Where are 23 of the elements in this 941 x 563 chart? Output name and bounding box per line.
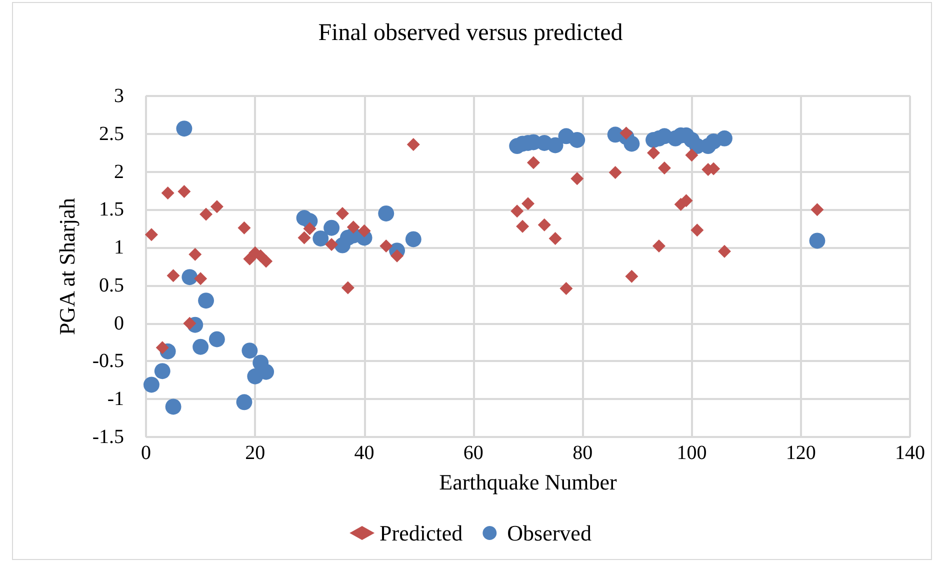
x-tick-label: 120 <box>786 442 816 464</box>
y-tick-label: -0.5 <box>92 350 124 372</box>
y-tick-label: 1 <box>114 236 124 259</box>
y-tick-label: 2 <box>114 160 124 183</box>
x-axis-title: Earthquake Number <box>439 470 618 494</box>
x-tick-label: 0 <box>141 442 151 464</box>
x-tick-label: 40 <box>354 442 374 464</box>
y-tick-label: 1.5 <box>99 198 124 221</box>
x-tick-label: 80 <box>572 442 593 464</box>
legend-label: Predicted <box>380 520 463 546</box>
x-tick-label: 140 <box>895 442 925 464</box>
x-tick-label: 20 <box>245 442 266 464</box>
y-tick-label: -1 <box>107 388 124 410</box>
y-axis-title: PGA at Sharjah <box>54 198 80 335</box>
y-tick-label: 0.5 <box>99 274 124 296</box>
y-tick-label: 0 <box>114 312 124 334</box>
y-tick-label: 2.5 <box>99 122 124 145</box>
x-tick-label: 60 <box>463 442 484 464</box>
x-tick-label: 100 <box>676 442 707 464</box>
y-tick-label: 3 <box>114 85 124 107</box>
legend-label: Observed <box>507 520 592 546</box>
chart-title: Final observed versus predicted <box>318 20 623 46</box>
y-tick-label: -1.5 <box>92 426 124 448</box>
